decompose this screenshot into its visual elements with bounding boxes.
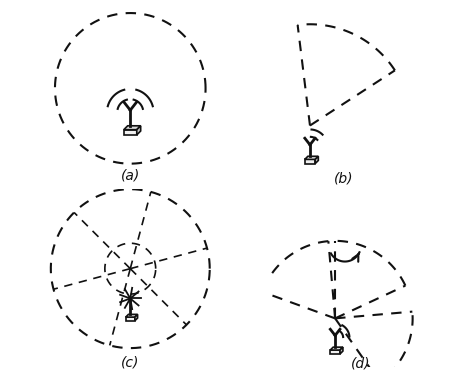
Polygon shape xyxy=(124,126,141,130)
Polygon shape xyxy=(135,315,137,321)
Polygon shape xyxy=(126,317,135,321)
Text: (b): (b) xyxy=(334,172,354,186)
Text: (a): (a) xyxy=(121,169,140,183)
Polygon shape xyxy=(330,347,343,350)
Polygon shape xyxy=(124,130,137,135)
Text: (d): (d) xyxy=(351,356,371,370)
Polygon shape xyxy=(340,347,343,354)
Text: (c): (c) xyxy=(121,356,139,370)
Polygon shape xyxy=(126,315,137,317)
Polygon shape xyxy=(137,126,141,135)
Polygon shape xyxy=(330,350,340,354)
Polygon shape xyxy=(305,159,315,163)
Polygon shape xyxy=(305,156,319,159)
Polygon shape xyxy=(315,156,319,163)
